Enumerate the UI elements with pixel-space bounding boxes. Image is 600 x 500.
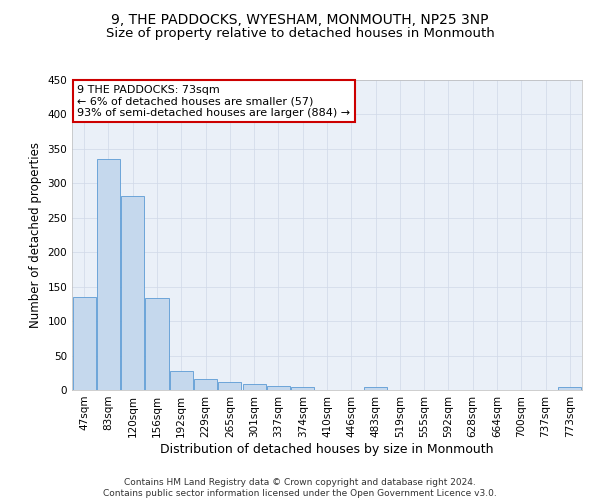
Bar xyxy=(121,196,144,390)
Text: Size of property relative to detached houses in Monmouth: Size of property relative to detached ho… xyxy=(106,28,494,40)
Text: 9 THE PADDOCKS: 73sqm
← 6% of detached houses are smaller (57)
93% of semi-detac: 9 THE PADDOCKS: 73sqm ← 6% of detached h… xyxy=(77,84,350,118)
Bar xyxy=(218,382,241,390)
X-axis label: Distribution of detached houses by size in Monmouth: Distribution of detached houses by size … xyxy=(160,442,494,456)
Bar xyxy=(364,387,387,390)
Bar xyxy=(267,386,290,390)
Bar xyxy=(97,159,120,390)
Y-axis label: Number of detached properties: Number of detached properties xyxy=(29,142,42,328)
Bar xyxy=(242,384,266,390)
Text: Contains HM Land Registry data © Crown copyright and database right 2024.
Contai: Contains HM Land Registry data © Crown c… xyxy=(103,478,497,498)
Bar xyxy=(291,387,314,390)
Bar xyxy=(73,297,95,390)
Bar xyxy=(170,372,193,390)
Text: 9, THE PADDOCKS, WYESHAM, MONMOUTH, NP25 3NP: 9, THE PADDOCKS, WYESHAM, MONMOUTH, NP25… xyxy=(111,12,489,26)
Bar xyxy=(145,298,169,390)
Bar xyxy=(194,379,217,390)
Bar xyxy=(559,387,581,390)
